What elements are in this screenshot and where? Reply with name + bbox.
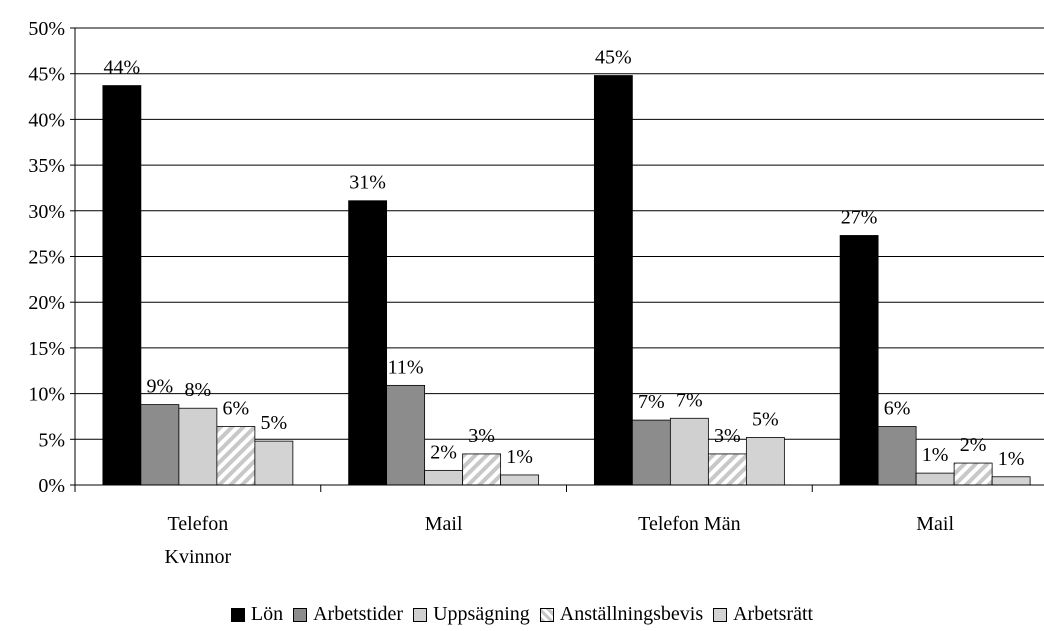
data-label: 31%	[349, 172, 386, 194]
data-label: 45%	[595, 47, 632, 69]
data-label: 3%	[468, 425, 495, 447]
bar	[745, 437, 785, 486]
legend-item: Uppsägning	[413, 603, 530, 626]
legend-swatch	[230, 607, 245, 622]
data-label: 3%	[714, 425, 741, 447]
data-label: 1%	[506, 446, 533, 468]
data-label: 5%	[752, 408, 779, 430]
legend-label: Lön	[250, 603, 284, 625]
legend-item: Lön	[230, 603, 284, 626]
y-tick-label: 15%	[28, 338, 65, 360]
y-tick-label: 20%	[28, 292, 65, 314]
legend: Lön Arbetstider Uppsägning Anställningsbevi…	[0, 603, 1044, 626]
data-label: 1%	[998, 448, 1025, 470]
y-tick-label: 45%	[28, 64, 65, 86]
legend-label: Anställningsbevis	[559, 603, 704, 625]
bar	[178, 407, 218, 486]
bar	[593, 75, 633, 486]
bar	[839, 235, 879, 486]
x-tick-label: Telefon Kvinnor	[164, 513, 232, 568]
data-label: 2%	[960, 434, 987, 456]
bar	[140, 404, 180, 486]
legend-swatch	[413, 607, 428, 622]
legend-item: Anställningsbevis	[539, 603, 704, 626]
bar	[500, 474, 540, 486]
bar	[953, 462, 993, 486]
x-tick-label: Telefon Män	[638, 513, 741, 535]
data-label: 1%	[922, 444, 949, 466]
data-label: 27%	[841, 206, 878, 228]
bar	[216, 426, 256, 486]
bar	[877, 426, 917, 486]
data-label: 5%	[261, 412, 288, 434]
data-label: 6%	[223, 398, 250, 420]
bar	[102, 85, 142, 486]
legend-swatch	[713, 607, 728, 622]
bar	[991, 476, 1031, 486]
legend-label: Arbetsrätt	[733, 603, 814, 625]
legend-label: Uppsägning	[433, 603, 530, 625]
data-label: 9%	[147, 376, 174, 398]
data-label: 7%	[638, 391, 665, 413]
legend-label: Arbetstider	[313, 603, 404, 625]
bar	[462, 453, 502, 486]
data-label: 44%	[104, 57, 141, 79]
data-label: 7%	[676, 389, 703, 411]
legend-item: Arbetstider	[293, 603, 403, 626]
y-tick-label: 30%	[28, 201, 65, 223]
y-tick-label: 50%	[28, 18, 65, 40]
x-tick-label: Mail	[424, 513, 463, 535]
bar	[631, 419, 671, 486]
y-tick-label: 0%	[38, 475, 65, 497]
y-tick-label: 35%	[28, 155, 65, 177]
y-tick-label: 10%	[28, 384, 65, 406]
bar	[386, 384, 426, 486]
y-tick-label: 5%	[38, 429, 65, 451]
bar	[915, 472, 955, 486]
bar	[254, 440, 294, 486]
bar	[669, 417, 709, 486]
bar	[348, 200, 388, 486]
bar	[707, 453, 747, 486]
data-label: 2%	[430, 441, 457, 463]
legend-item: Arbetsrätt	[713, 603, 813, 626]
y-tick-label: 40%	[28, 109, 65, 131]
y-tick-label: 25%	[28, 247, 65, 269]
bar	[424, 469, 464, 486]
legend-swatch	[539, 607, 554, 622]
x-tick-label: Mail	[916, 513, 955, 535]
legend-swatch	[293, 607, 308, 622]
data-label: 8%	[185, 379, 212, 401]
data-label: 11%	[388, 356, 424, 378]
data-label: 6%	[884, 398, 911, 420]
